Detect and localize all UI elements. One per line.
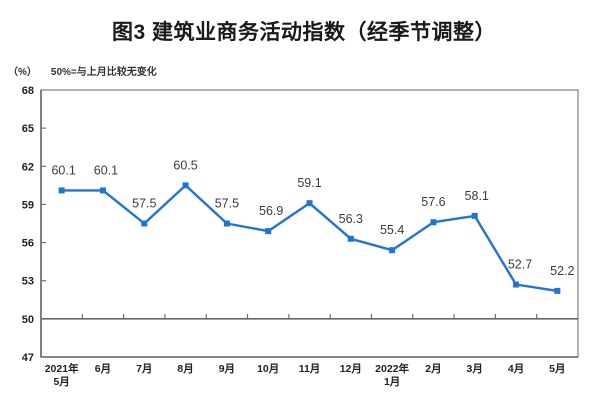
data-point-label: 56.3 bbox=[339, 212, 363, 226]
x-axis-label: 2月 bbox=[425, 363, 441, 375]
x-axis-label: 10月 bbox=[257, 363, 279, 375]
x-axis-label: 4月 bbox=[508, 363, 524, 375]
axis-annotation-row: （%） 50%=与上月比较无变化 bbox=[8, 63, 157, 78]
data-point-marker bbox=[182, 182, 189, 189]
y-tick-label: 62 bbox=[22, 161, 34, 173]
data-point-marker bbox=[554, 287, 561, 294]
data-point-marker bbox=[58, 187, 65, 194]
data-point-marker bbox=[471, 212, 478, 219]
data-point-marker bbox=[513, 281, 520, 288]
y-axis-unit-label: （%） bbox=[8, 67, 37, 78]
data-point-marker bbox=[223, 220, 230, 227]
data-point-label: 52.2 bbox=[550, 264, 574, 278]
y-tick-label: 53 bbox=[22, 276, 34, 288]
data-point-label: 57.5 bbox=[215, 197, 239, 211]
baseline-note: 50%=与上月比较无变化 bbox=[50, 67, 157, 78]
data-point-label: 56.9 bbox=[259, 204, 283, 218]
data-point-label: 60.1 bbox=[51, 163, 75, 177]
data-point-label: 60.1 bbox=[94, 163, 118, 177]
x-axis-label: 11月 bbox=[299, 363, 321, 375]
plot-border bbox=[40, 89, 579, 358]
x-axis-label: 5月 bbox=[53, 376, 69, 388]
x-axis-label: 5月 bbox=[549, 363, 565, 375]
y-tick-label: 65 bbox=[22, 123, 34, 135]
x-axis-label: 1月 bbox=[384, 376, 400, 388]
y-tick-label: 47 bbox=[22, 352, 34, 364]
x-axis-label: 3月 bbox=[467, 363, 483, 375]
x-axis-label: 6月 bbox=[95, 363, 111, 375]
data-point-marker bbox=[389, 247, 396, 254]
data-point-label: 58.1 bbox=[465, 189, 489, 203]
x-axis-label: 2021年 bbox=[45, 362, 79, 375]
x-axis-label: 12月 bbox=[340, 363, 362, 375]
y-tick-label: 56 bbox=[22, 238, 34, 250]
data-point-label: 59.1 bbox=[297, 176, 321, 190]
data-point-label: 57.6 bbox=[421, 195, 445, 209]
data-point-marker bbox=[141, 220, 148, 227]
data-point-label: 52.7 bbox=[508, 258, 532, 272]
data-point-label: 57.5 bbox=[132, 197, 156, 211]
y-tick-label: 68 bbox=[22, 85, 34, 97]
data-point-label: 55.4 bbox=[380, 223, 404, 237]
x-axis-label: 2022年 bbox=[375, 362, 409, 375]
x-axis-label: 8月 bbox=[177, 363, 193, 375]
x-axis-label: 9月 bbox=[219, 363, 235, 375]
data-point-marker bbox=[430, 219, 437, 226]
data-point-marker bbox=[306, 200, 313, 207]
y-tick-label: 59 bbox=[22, 199, 34, 211]
chart-title: 图3 建筑业商务活动指数（经季节调整） bbox=[111, 21, 496, 44]
data-point-label: 60.5 bbox=[173, 158, 197, 172]
y-tick-label: 50 bbox=[22, 314, 34, 326]
data-point-marker bbox=[99, 187, 106, 194]
data-point-marker bbox=[265, 228, 272, 235]
x-axis-label: 7月 bbox=[136, 363, 152, 375]
data-point-marker bbox=[347, 235, 354, 242]
